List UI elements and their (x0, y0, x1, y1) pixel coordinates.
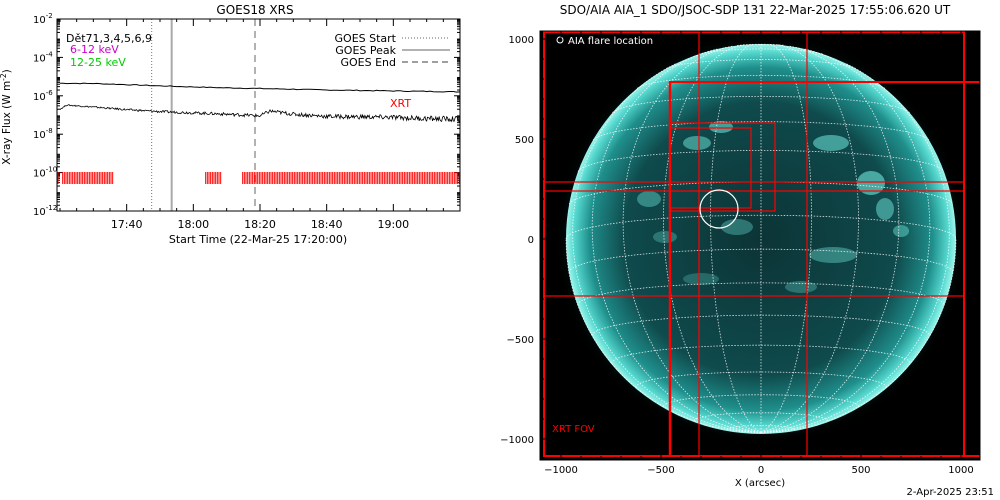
goes-series-line-long (59, 82, 461, 93)
goes-y-tick-exp: -6 (46, 89, 54, 97)
svg-text:X-ray Flux (W m-2): X-ray Flux (W m-2) (0, 69, 13, 165)
aia-y-ticks: 1000 500 0 −500 −1000 (500, 35, 980, 446)
goes-y-tick-label: 10-8 (33, 127, 53, 141)
aia-longitude-line (760, 48, 931, 433)
goes-y-tick-exp: -8 (46, 127, 53, 135)
legend-goes-peak: GOES Peak (335, 44, 396, 57)
aia-image-panel: SDO/AIA AIA_1 SDO/JSOC-SDP 131 22-Mar-20… (500, 3, 981, 489)
goes-series-line-short (59, 104, 461, 123)
goes-x-tick-label: 19:00 (377, 218, 409, 231)
goes-y-tick-exp: -12 (46, 204, 57, 212)
goes-event-markers (151, 19, 256, 211)
aia-longitude-line (710, 43, 762, 433)
aia-longitude-line (565, 238, 762, 433)
aia-legend-text: AIA flare location (568, 36, 653, 47)
goes-y-tick-exp: -10 (46, 166, 57, 174)
aia-bright-region (637, 191, 661, 207)
goes-y-tick-label: 10-6 (33, 89, 53, 103)
goes-y-tick-label: 10-2 (33, 12, 53, 26)
goes-x-tick-label: 18:00 (177, 218, 209, 231)
aia-legend-circle-icon (556, 36, 564, 44)
aia-longitude-line (572, 63, 762, 433)
goes-y-axis-label-sup: -2 (0, 73, 8, 81)
aia-latitude-line (726, 425, 796, 430)
aia-longitude-line (760, 43, 812, 433)
legend-detector: Dět71,3,4,5,6,9 (66, 32, 152, 45)
goes-x-axis-label: Start Time (22-Mar-25 17:20:00) (169, 233, 347, 246)
aia-legend: AIA flare location (556, 36, 653, 47)
goes-plot-frame (56, 18, 461, 212)
aia-bright-region (653, 231, 677, 243)
goes-xrs-chart: GOES18 XRS X-ray Flux (W m-2) 10-210-410… (0, 3, 461, 246)
aia-x-ticks: −1000 −500 0 500 1000 (544, 31, 974, 476)
legend-goes-end: GOES End (340, 56, 396, 69)
aia-bright-region (813, 135, 849, 151)
aia-y-tick-label: 0 (528, 235, 534, 246)
goes-y-tick-exp: -2 (46, 12, 53, 20)
footer-timestamp: 2-Apr-2025 23:51 (906, 487, 994, 498)
goes-y-tick-label: 10-12 (33, 204, 57, 218)
aia-x-tick-label: 0 (758, 465, 764, 476)
aia-y-tick-label: 1000 (509, 35, 534, 46)
aia-longitude-line (760, 63, 950, 433)
aia-image-area (540, 31, 980, 460)
xrt-annotation: XRT (390, 97, 411, 110)
aia-longitude-line (760, 238, 957, 433)
goes-chart-title: GOES18 XRS (216, 3, 293, 17)
aia-latitude-line (577, 282, 945, 306)
aia-longitude-line (663, 44, 762, 433)
aia-x-axis-label: X (arcsec) (735, 478, 785, 489)
aia-x-tick-label: 1000 (948, 465, 973, 476)
aia-bright-region (809, 247, 857, 263)
goes-y-axis-label-tail: ) (1, 69, 13, 73)
aia-bright-region (709, 121, 733, 133)
goes-y-tick-exp: -4 (46, 50, 54, 58)
goes-y-tick-label: 10-4 (33, 50, 53, 64)
aia-bright-region (893, 225, 909, 237)
legend-12-25-kev: 12-25 keV (70, 56, 126, 69)
legend-6-12-kev: 6-12 keV (70, 43, 119, 56)
goes-x-tick-label: 18:20 (244, 218, 276, 231)
aia-plot-frame (539, 30, 981, 461)
goes-legend-right: GOES Start GOES Peak GOES End (335, 32, 450, 69)
goes-y-axis-label-text: X-ray Flux (W m (1, 81, 13, 165)
goes-y-axis-label: X-ray Flux (W m-2) (0, 69, 13, 165)
aia-longitude-line (760, 45, 900, 433)
goes-x-tick-label: 17:40 (111, 218, 143, 231)
aia-y-tick-label: 500 (515, 135, 534, 146)
aia-title: SDO/AIA AIA_1 SDO/JSOC-SDP 131 22-Mar-20… (560, 3, 951, 17)
aia-bright-region (876, 198, 894, 220)
goes-x-tick-label: 18:40 (311, 218, 343, 231)
aia-longitude-line (622, 45, 762, 433)
xrt-fov-label: XRT FOV (552, 424, 595, 435)
xrt-fov-box (698, 31, 808, 457)
aia-longitude-line (591, 48, 762, 433)
legend-goes-start: GOES Start (335, 32, 397, 45)
aia-bright-region (857, 171, 885, 195)
goes-legend-left: Dět71,3,4,5,6,9 6-12 keV 12-25 keV (66, 32, 152, 69)
aia-x-tick-label: −500 (647, 465, 674, 476)
aia-y-tick-label: −500 (507, 335, 534, 346)
goes-y-tick-label: 10-10 (33, 166, 57, 180)
aia-bright-region (683, 273, 719, 285)
aia-bright-region (683, 136, 711, 150)
goes-x-ticks: 17:40 18:00 18:20 18:40 19:00 (59, 19, 444, 231)
goes-series-group (59, 82, 461, 123)
aia-y-tick-label: −1000 (500, 435, 534, 446)
aia-bright-region (721, 219, 753, 235)
aia-flare-location-circle (699, 189, 739, 229)
xrt-fov-boxes (543, 31, 980, 457)
aia-x-tick-label: 500 (851, 465, 870, 476)
aia-x-tick-label: −1000 (544, 465, 578, 476)
xrt-coverage-bars (57, 172, 460, 184)
